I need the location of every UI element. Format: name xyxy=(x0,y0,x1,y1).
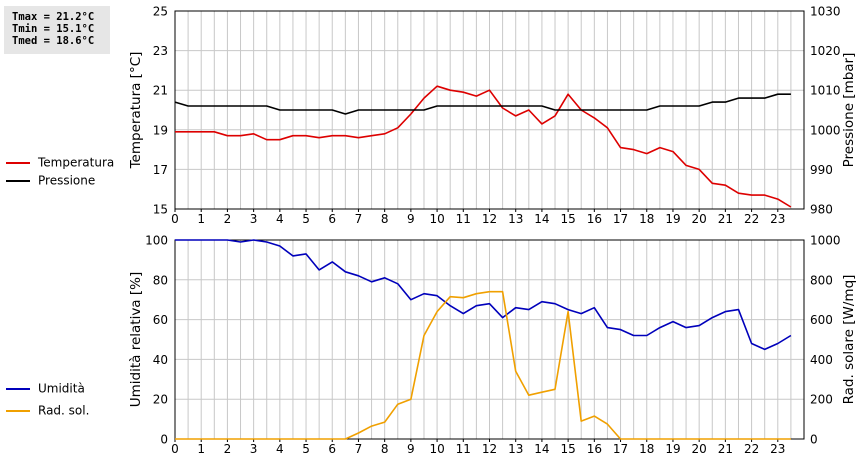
y-tick-label: 23 xyxy=(153,44,168,58)
x-tick-label: 7 xyxy=(355,442,363,456)
legend-radsol: Rad. sol. xyxy=(6,403,90,418)
y2-tick-label: 1020 xyxy=(810,44,841,58)
legend-temperatura: Temperatura xyxy=(6,155,115,170)
x-tick-label: 22 xyxy=(744,442,759,456)
x-tick-label: 14 xyxy=(534,442,549,456)
x-tick-label: 11 xyxy=(456,442,471,456)
x-tick-label: 17 xyxy=(613,212,628,226)
legend-label-umidita: Umidità xyxy=(38,381,85,396)
series-line-pressione xyxy=(174,93,791,115)
x-tick-label: 12 xyxy=(482,212,497,226)
x-tick-label: 7 xyxy=(355,212,363,226)
series-line-umidit xyxy=(175,239,792,351)
x-tick-label: 0 xyxy=(171,442,179,456)
y2-tick-label: 1000 xyxy=(810,234,841,248)
legend-label-radsol: Rad. sol. xyxy=(38,403,90,418)
y2-tick-label: 990 xyxy=(810,163,833,177)
y2-axis-label: Rad. solare [W/mq] xyxy=(841,275,857,405)
legend-pressione: Pressione xyxy=(6,173,96,188)
x-tick-label: 9 xyxy=(407,212,415,226)
y-tick-label: 100 xyxy=(145,234,168,248)
y-tick-label: 0 xyxy=(160,433,168,447)
y2-tick-label: 0 xyxy=(810,433,818,447)
y-tick-label: 15 xyxy=(153,203,168,217)
y-tick-label: 20 xyxy=(153,393,168,407)
x-tick-label: 20 xyxy=(692,212,707,226)
x-tick-label: 4 xyxy=(276,212,284,226)
x-tick-label: 2 xyxy=(224,442,232,456)
legend-label-pressione: Pressione xyxy=(38,173,96,188)
y-tick-label: 60 xyxy=(153,313,168,327)
x-tick-label: 19 xyxy=(665,442,680,456)
x-tick-label: 17 xyxy=(613,442,628,456)
stats-box: Tmax = 21.2°C Tmin = 15.1°C Tmed = 18.6°… xyxy=(4,6,110,54)
y-tick-label: 40 xyxy=(153,353,168,367)
x-tick-label: 23 xyxy=(770,442,785,456)
x-tick-label: 5 xyxy=(302,442,310,456)
x-tick-label: 1 xyxy=(197,212,205,226)
x-tick-label: 21 xyxy=(718,442,733,456)
x-tick-label: 21 xyxy=(718,212,733,226)
x-tick-label: 10 xyxy=(429,442,444,456)
y-tick-label: 19 xyxy=(153,123,168,137)
x-tick-label: 12 xyxy=(482,442,497,456)
x-tick-label: 22 xyxy=(744,212,759,226)
series-line-temperatura xyxy=(175,85,792,208)
y-tick-label: 21 xyxy=(153,84,168,98)
x-tick-label: 1 xyxy=(197,442,205,456)
series-line-rad-sol xyxy=(175,290,791,440)
x-tick-label: 3 xyxy=(250,212,258,226)
x-tick-label: 11 xyxy=(456,212,471,226)
y2-axis-label: Pressione [mbar] xyxy=(841,53,857,168)
x-tick-label: 4 xyxy=(276,442,284,456)
x-tick-label: 5 xyxy=(302,212,310,226)
x-tick-label: 14 xyxy=(534,212,549,226)
y2-tick-label: 400 xyxy=(810,353,833,367)
legend-umidita: Umidità xyxy=(6,381,85,396)
legend-swatch-temperatura xyxy=(6,161,30,164)
x-tick-label: 18 xyxy=(639,212,654,226)
legend-swatch-radsol xyxy=(6,409,30,412)
x-tick-label: 6 xyxy=(328,442,336,456)
y2-tick-label: 980 xyxy=(810,203,833,217)
x-tick-label: 20 xyxy=(692,442,707,456)
legend-swatch-pressione xyxy=(6,179,30,182)
x-tick-label: 9 xyxy=(407,442,415,456)
x-tick-label: 10 xyxy=(429,212,444,226)
legend-label-temperatura: Temperatura xyxy=(38,155,115,170)
stat-tmed: Tmed = 18.6°C xyxy=(12,35,95,47)
y-axis-label: Temperatura [°C] xyxy=(128,52,144,170)
x-tick-label: 13 xyxy=(508,212,523,226)
x-tick-label: 15 xyxy=(560,442,575,456)
y2-tick-label: 1000 xyxy=(810,123,841,137)
y2-tick-label: 1010 xyxy=(810,84,841,98)
x-tick-label: 23 xyxy=(770,212,785,226)
x-tick-label: 16 xyxy=(587,212,602,226)
y2-tick-label: 1030 xyxy=(810,5,841,19)
x-tick-label: 3 xyxy=(250,442,258,456)
y-tick-label: 80 xyxy=(153,273,168,287)
x-tick-label: 8 xyxy=(381,212,389,226)
x-tick-label: 13 xyxy=(508,442,523,456)
stat-tmax: Tmax = 21.2°C xyxy=(12,11,95,23)
y2-tick-label: 600 xyxy=(810,313,833,327)
stat-tmin: Tmin = 15.1°C xyxy=(12,23,95,35)
x-tick-label: 16 xyxy=(587,442,602,456)
x-tick-label: 15 xyxy=(560,212,575,226)
y-axis-label: Umidità relativa [%] xyxy=(128,272,144,408)
x-tick-label: 18 xyxy=(639,442,654,456)
x-tick-label: 0 xyxy=(171,212,179,226)
x-tick-label: 8 xyxy=(381,442,389,456)
x-tick-label: 2 xyxy=(224,212,232,226)
y-tick-label: 25 xyxy=(153,5,168,19)
x-tick-label: 6 xyxy=(328,212,336,226)
y2-tick-label: 800 xyxy=(810,273,833,287)
x-tick-label: 19 xyxy=(665,212,680,226)
legend-swatch-umidita xyxy=(6,387,30,390)
y2-tick-label: 200 xyxy=(810,393,833,407)
y-tick-label: 17 xyxy=(153,163,168,177)
